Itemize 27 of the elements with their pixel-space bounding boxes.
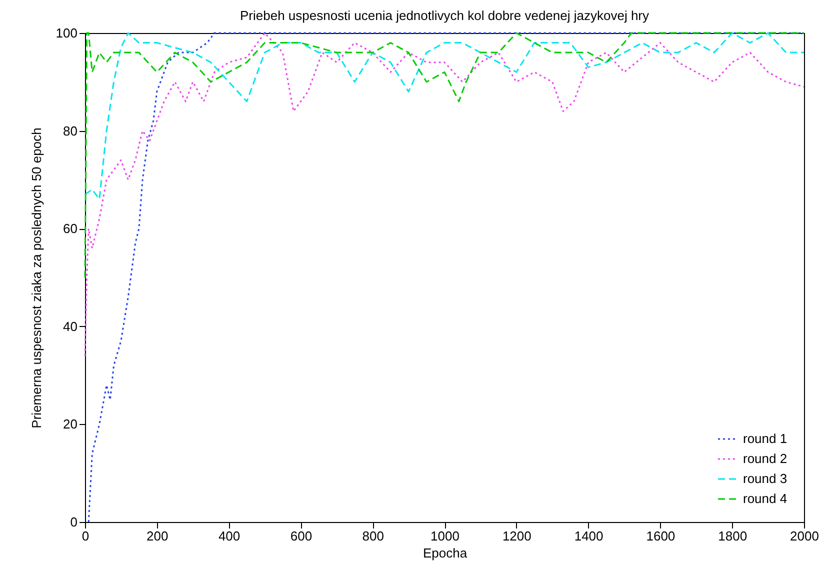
line-series bbox=[84, 32, 805, 278]
y-axis-title: Priemerna uspesnost ziaka za poslednych 50 epoch bbox=[28, 128, 44, 428]
chart-title: Priebeh uspesnosti ucenia jednotlivych kol dobre vedenej jazykovej hry bbox=[240, 8, 650, 23]
legend-label: round 1 bbox=[743, 431, 788, 446]
x-tick-label: 2000 bbox=[790, 528, 819, 544]
x-tick-label: 1600 bbox=[646, 528, 676, 544]
x-tick-label: 800 bbox=[362, 528, 384, 544]
y-tick-label: 80 bbox=[63, 123, 78, 138]
x-tick-label: 0 bbox=[82, 528, 90, 544]
legend-label: round 2 bbox=[743, 451, 788, 466]
x-axis-title: Epocha bbox=[422, 546, 468, 560]
x-tick-label: 200 bbox=[146, 528, 168, 544]
line-series bbox=[84, 32, 805, 356]
x-tick-label: 1800 bbox=[718, 528, 748, 544]
y-tick-label: 100 bbox=[56, 26, 78, 40]
x-tick-label: 1400 bbox=[574, 528, 604, 544]
y-tick-label: 0 bbox=[70, 514, 78, 530]
x-tick-label: 600 bbox=[290, 528, 312, 544]
legend-label: round 3 bbox=[743, 471, 788, 486]
y-tick-label: 60 bbox=[63, 221, 78, 236]
y-tick-label: 40 bbox=[63, 318, 78, 334]
x-tick-label: 1000 bbox=[430, 528, 460, 544]
x-tick-label: 1200 bbox=[502, 528, 532, 544]
line-series bbox=[84, 32, 805, 200]
y-tick-label: 20 bbox=[63, 416, 78, 432]
x-tick-label: 400 bbox=[218, 528, 240, 544]
legend-label: round 4 bbox=[743, 491, 788, 506]
